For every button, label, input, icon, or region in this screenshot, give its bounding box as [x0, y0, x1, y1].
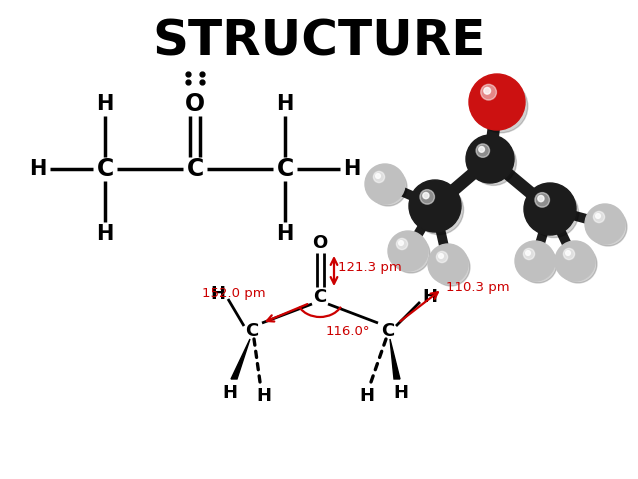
Text: C: C [246, 322, 258, 340]
Circle shape [436, 251, 448, 262]
Circle shape [555, 241, 595, 281]
Polygon shape [390, 339, 400, 379]
Circle shape [428, 244, 468, 284]
Text: C: C [96, 157, 114, 181]
Circle shape [475, 80, 528, 133]
Circle shape [376, 173, 380, 178]
Circle shape [369, 168, 407, 206]
Text: H: H [96, 94, 114, 114]
Text: H: H [29, 159, 47, 179]
Text: H: H [276, 94, 293, 114]
Text: 110.3 pm: 110.3 pm [446, 281, 510, 294]
Text: H: H [343, 159, 360, 179]
Text: H: H [276, 224, 293, 244]
Circle shape [519, 245, 557, 283]
Text: C: C [313, 288, 327, 306]
Text: O: O [185, 92, 205, 116]
Circle shape [529, 188, 579, 238]
Text: 152.0 pm: 152.0 pm [202, 287, 266, 300]
Circle shape [420, 190, 434, 204]
Polygon shape [231, 339, 250, 379]
Text: C: C [382, 322, 395, 340]
Text: H: H [223, 384, 237, 402]
Circle shape [414, 185, 464, 235]
Text: H: H [211, 285, 225, 303]
Circle shape [399, 240, 403, 245]
Circle shape [484, 88, 491, 94]
Circle shape [388, 231, 428, 271]
Circle shape [423, 193, 429, 199]
Circle shape [478, 147, 484, 152]
Text: H: H [256, 387, 272, 405]
Circle shape [373, 171, 385, 182]
Circle shape [438, 253, 443, 258]
Text: O: O [313, 234, 328, 252]
Circle shape [365, 164, 405, 204]
Text: STRUCTURE: STRUCTURE [152, 17, 486, 65]
Circle shape [481, 84, 496, 100]
Circle shape [396, 239, 408, 250]
Text: H: H [394, 384, 408, 402]
Circle shape [409, 180, 461, 232]
Circle shape [589, 208, 627, 246]
Text: H: H [422, 288, 438, 306]
Circle shape [585, 204, 625, 244]
Circle shape [476, 144, 489, 157]
Circle shape [515, 241, 555, 281]
Circle shape [563, 249, 575, 260]
Circle shape [466, 135, 514, 183]
Circle shape [526, 251, 530, 255]
Text: C: C [186, 157, 204, 181]
Circle shape [524, 183, 576, 235]
Circle shape [559, 245, 597, 283]
Text: 121.3 pm: 121.3 pm [338, 261, 402, 274]
Circle shape [596, 214, 600, 218]
Circle shape [523, 249, 535, 260]
Text: H: H [96, 224, 114, 244]
Text: 116.0°: 116.0° [326, 325, 371, 338]
Text: C: C [276, 157, 293, 181]
Circle shape [593, 211, 605, 223]
Text: H: H [359, 387, 375, 405]
Circle shape [566, 251, 570, 255]
Circle shape [538, 195, 544, 202]
Circle shape [535, 193, 549, 207]
Circle shape [471, 140, 516, 185]
Circle shape [469, 74, 525, 130]
Circle shape [392, 235, 430, 273]
Circle shape [432, 248, 470, 286]
